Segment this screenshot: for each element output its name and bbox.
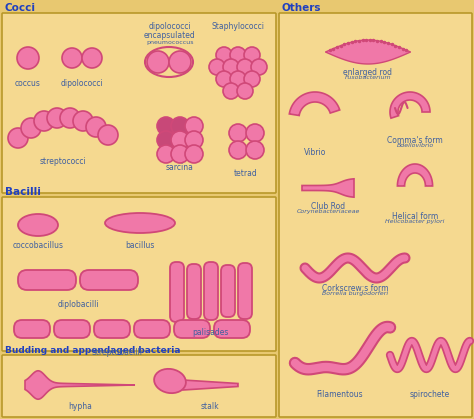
FancyBboxPatch shape: [238, 263, 252, 319]
Circle shape: [246, 124, 264, 142]
Text: Filamentous: Filamentous: [317, 390, 363, 399]
FancyBboxPatch shape: [279, 13, 472, 417]
Text: Streptobacilli: Streptobacilli: [91, 348, 143, 357]
Text: Corkscrew;s form: Corkscrew;s form: [322, 284, 388, 293]
Ellipse shape: [154, 369, 186, 393]
Circle shape: [147, 51, 169, 73]
FancyBboxPatch shape: [54, 320, 90, 338]
Circle shape: [185, 145, 203, 163]
Text: Others: Others: [282, 3, 321, 13]
Circle shape: [171, 117, 189, 135]
Circle shape: [216, 71, 232, 87]
Text: Cocci: Cocci: [5, 3, 36, 13]
Circle shape: [171, 145, 189, 163]
Text: Staphylococci: Staphylococci: [211, 22, 264, 31]
Circle shape: [230, 47, 246, 63]
Circle shape: [17, 47, 39, 69]
Text: dipolococci: dipolococci: [61, 79, 103, 88]
Circle shape: [8, 128, 28, 148]
Circle shape: [157, 131, 175, 149]
Text: coccobacillus: coccobacillus: [12, 241, 64, 250]
Circle shape: [47, 108, 67, 128]
Text: sarcina: sarcina: [166, 163, 194, 172]
FancyBboxPatch shape: [2, 13, 276, 193]
Text: Comma's form: Comma's form: [387, 136, 443, 145]
Circle shape: [157, 117, 175, 135]
Circle shape: [246, 141, 264, 159]
Text: Bdellovibrio: Bdellovibrio: [396, 143, 434, 148]
FancyBboxPatch shape: [204, 262, 218, 320]
Polygon shape: [326, 40, 410, 64]
FancyBboxPatch shape: [80, 270, 138, 290]
Text: streptococci: streptococci: [40, 157, 86, 166]
Text: Budding and appendaged bacteria: Budding and appendaged bacteria: [5, 346, 181, 355]
Circle shape: [237, 83, 253, 99]
FancyBboxPatch shape: [187, 264, 201, 319]
Polygon shape: [289, 92, 340, 116]
Text: Helicobacter pylori: Helicobacter pylori: [385, 219, 445, 224]
Ellipse shape: [105, 213, 175, 233]
Text: tetrad: tetrad: [234, 169, 258, 178]
Polygon shape: [302, 179, 354, 197]
Text: Helical form: Helical form: [392, 212, 438, 221]
Text: encapsulated: encapsulated: [144, 31, 196, 40]
FancyBboxPatch shape: [14, 320, 50, 338]
FancyBboxPatch shape: [174, 320, 210, 338]
FancyBboxPatch shape: [2, 355, 276, 417]
Text: coccus: coccus: [15, 79, 41, 88]
FancyBboxPatch shape: [134, 320, 170, 338]
Ellipse shape: [18, 214, 58, 236]
Polygon shape: [390, 92, 430, 118]
Text: bacillus: bacillus: [125, 241, 155, 250]
Polygon shape: [183, 380, 238, 390]
Circle shape: [34, 111, 54, 131]
Circle shape: [185, 131, 203, 149]
Circle shape: [216, 47, 232, 63]
FancyBboxPatch shape: [214, 320, 250, 338]
FancyBboxPatch shape: [170, 262, 184, 322]
Circle shape: [223, 83, 239, 99]
Polygon shape: [25, 371, 135, 399]
Text: diplobacilli: diplobacilli: [57, 300, 99, 309]
Text: Corynebacteriaceae: Corynebacteriaceae: [296, 209, 360, 214]
Circle shape: [62, 48, 82, 68]
Circle shape: [237, 59, 253, 75]
Circle shape: [229, 141, 247, 159]
Text: hypha: hypha: [68, 402, 92, 411]
Text: Bacilli: Bacilli: [5, 187, 41, 197]
Text: stalk: stalk: [201, 402, 219, 411]
Text: dipolococci: dipolococci: [149, 22, 191, 31]
Text: pneumococcus: pneumococcus: [146, 40, 194, 45]
Circle shape: [60, 108, 80, 128]
Text: Fusobacterium: Fusobacterium: [345, 75, 392, 80]
FancyBboxPatch shape: [221, 265, 235, 317]
Text: Club Rod: Club Rod: [311, 202, 345, 211]
Circle shape: [157, 145, 175, 163]
FancyBboxPatch shape: [2, 197, 276, 351]
FancyBboxPatch shape: [94, 320, 130, 338]
Circle shape: [86, 117, 106, 137]
FancyBboxPatch shape: [18, 270, 76, 290]
Text: enlarged rod: enlarged rod: [344, 68, 392, 77]
Circle shape: [73, 111, 93, 131]
Circle shape: [229, 124, 247, 142]
Circle shape: [21, 118, 41, 138]
Text: Vibrio: Vibrio: [304, 148, 326, 157]
Circle shape: [169, 51, 191, 73]
Circle shape: [171, 131, 189, 149]
Circle shape: [209, 59, 225, 75]
Polygon shape: [397, 164, 433, 186]
Circle shape: [244, 47, 260, 63]
Circle shape: [185, 117, 203, 135]
Text: Borrelia burgodorferi: Borrelia burgodorferi: [322, 291, 388, 296]
Circle shape: [244, 71, 260, 87]
Circle shape: [223, 59, 239, 75]
Circle shape: [82, 48, 102, 68]
Circle shape: [98, 125, 118, 145]
Text: spirochete: spirochete: [410, 390, 450, 399]
Circle shape: [251, 59, 267, 75]
Circle shape: [230, 71, 246, 87]
Text: palisades: palisades: [192, 328, 228, 337]
